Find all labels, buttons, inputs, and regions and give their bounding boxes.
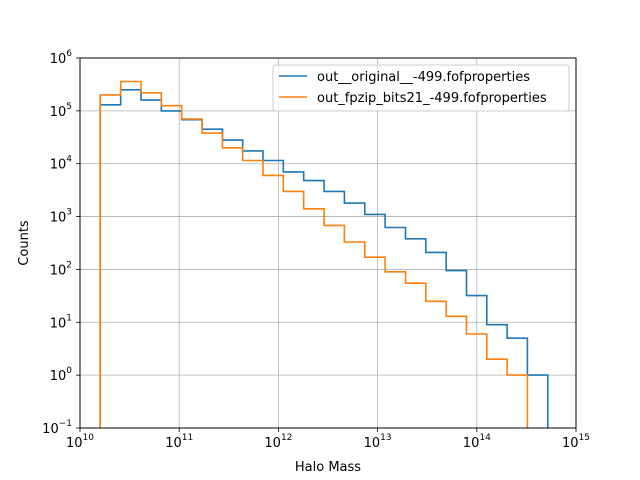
y-tick-label: 104 — [50, 155, 73, 173]
y-axis-label: Counts — [17, 220, 32, 266]
x-axis-label: Halo Mass — [295, 460, 361, 475]
grid-lines — [79, 57, 577, 429]
x-tick-label: 1015 — [562, 433, 590, 451]
legend-box — [272, 64, 570, 112]
y-tick-label: 105 — [50, 102, 72, 120]
legend-label-fpzip: out_fpzip_bits21_-499.fofproperties — [317, 91, 547, 106]
series-step-line-1 — [99, 80, 529, 428]
x-tick-label: 1012 — [264, 433, 292, 451]
y-tick-label: 10−1 — [42, 419, 72, 437]
y-tick-label: 100 — [50, 366, 73, 384]
legend: out__original__-499.fofproperties out_fp… — [272, 64, 570, 112]
y-axis-ticks: 10−1 100 101 102 103 104 105 106 — [42, 49, 80, 437]
y-tick-label: 106 — [50, 49, 73, 67]
axes-frame — [79, 57, 577, 429]
y-tick-label: 103 — [50, 208, 72, 226]
series-layer — [99, 80, 549, 428]
x-tick-label: 1014 — [463, 433, 491, 451]
x-tick-label: 1011 — [165, 433, 193, 451]
y-tick-label: 102 — [50, 260, 72, 278]
x-tick-label: 1010 — [66, 433, 94, 451]
series-step-line-0 — [99, 89, 549, 428]
y-tick-label: 101 — [50, 313, 72, 331]
x-tick-label: 1013 — [364, 433, 392, 451]
x-axis-ticks: 1010 1011 1012 1013 1014 1015 — [66, 428, 590, 451]
legend-label-original: out__original__-499.fofproperties — [317, 70, 530, 85]
